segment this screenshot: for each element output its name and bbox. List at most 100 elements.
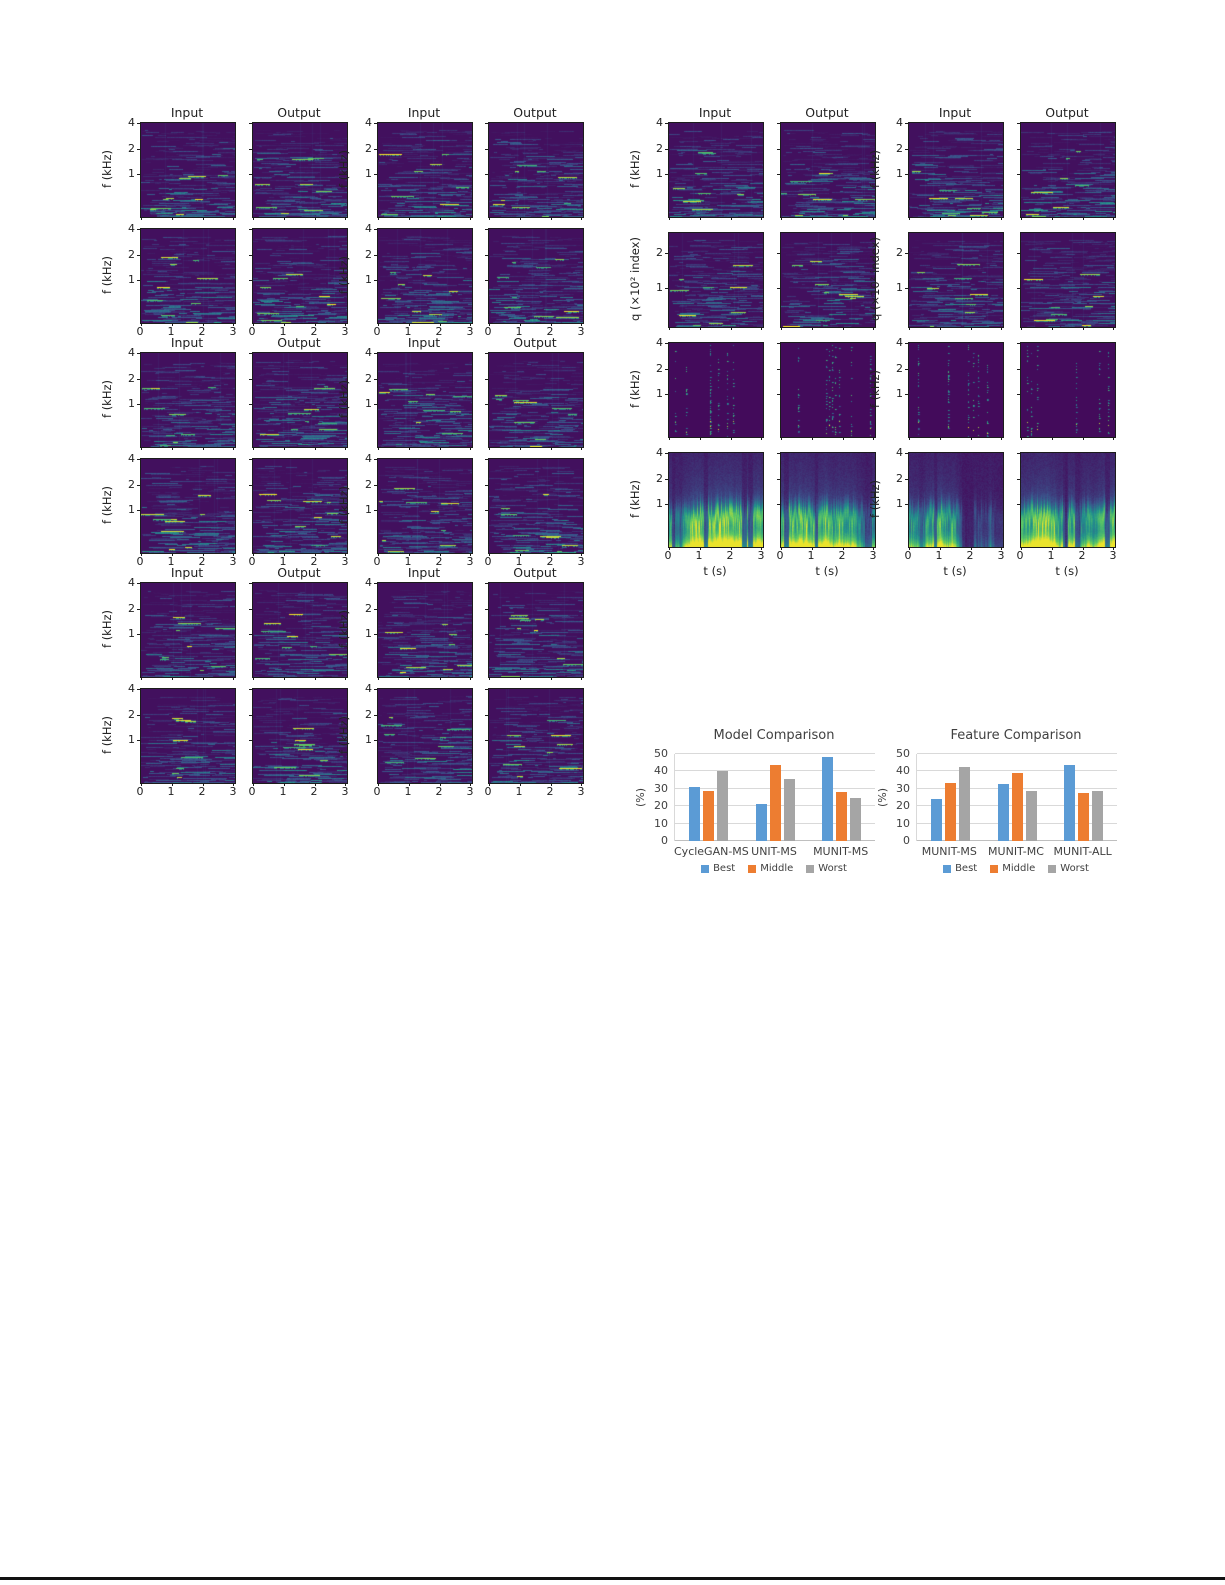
x-tick-label: 1 — [935, 549, 943, 562]
y-axis-label: q (×10² index) — [628, 237, 642, 321]
y-tick-label: 2 — [656, 142, 663, 156]
y-axis-label: f (kHz) — [868, 479, 882, 519]
x-tick-mark — [440, 447, 441, 450]
x-tick-label: 2 — [546, 785, 554, 798]
bar-middle-unit-ms — [769, 765, 781, 841]
y-tick-mark — [137, 485, 140, 487]
y-tick-label: 4 — [365, 116, 372, 129]
y-tick-label: 2 — [365, 602, 372, 616]
spectrogram-panel — [1017, 122, 1116, 220]
y-tick-label: 2 — [896, 142, 903, 156]
x-tick-mark — [971, 327, 972, 330]
y-tick-label: 4 — [896, 336, 903, 349]
x-tick-mark — [141, 677, 142, 680]
x-tick-label: 3 — [577, 785, 585, 798]
bar-middle-cyclegan-ms — [702, 790, 714, 841]
x-tick-mark — [284, 553, 285, 556]
chart-title: Model Comparison — [713, 728, 835, 743]
bar-best-munit-ms — [930, 799, 942, 841]
x-tick-mark — [284, 323, 285, 326]
spectrogram-panel — [485, 688, 584, 786]
y-tick-label: 2 — [365, 248, 372, 262]
y-axis-label: f (kHz) — [868, 149, 882, 189]
y-tick-label: 1 — [365, 397, 372, 411]
y-tick-label: 4 — [128, 576, 135, 589]
spectrogram-panel — [137, 688, 236, 786]
y-tick-mark — [665, 504, 668, 506]
y-tick-label: 1 — [896, 387, 903, 401]
spectrogram-panel — [249, 582, 348, 680]
bar-worst-munit-all — [1092, 790, 1104, 841]
chart-category-label: MUNIT-MC — [988, 845, 1044, 858]
x-tick-mark — [781, 437, 782, 440]
y-tick-mark — [485, 280, 488, 282]
y-tick-mark — [137, 404, 140, 406]
x-axis-label: t (s) — [1055, 564, 1079, 578]
chart-y-tick-label: 30 — [654, 781, 668, 795]
y-tick-mark — [665, 453, 668, 454]
y-tick-mark — [137, 715, 140, 717]
y-tick-mark — [374, 459, 377, 460]
spectrogram-canvas-streaks — [253, 459, 347, 553]
y-tick-mark — [665, 123, 668, 124]
y-tick-label: 2 — [128, 602, 135, 616]
x-tick-label: 3 — [341, 785, 349, 798]
bar-worst-cyclegan-ms — [716, 770, 728, 841]
x-tick-mark — [203, 323, 204, 326]
x-tick-mark — [551, 323, 552, 326]
chart-gridline — [917, 770, 1117, 772]
spectrogram-canvas-streaks — [1021, 123, 1115, 217]
x-tick-mark — [489, 447, 490, 450]
x-tick-mark — [1052, 547, 1053, 550]
spectrogram-panel — [1017, 452, 1116, 550]
chart-y-tick-label: 40 — [654, 764, 668, 778]
y-tick-mark — [374, 404, 377, 406]
x-tick-mark — [700, 217, 701, 220]
y-tick-label: 2 — [365, 478, 372, 492]
x-tick-mark — [551, 217, 552, 220]
y-axis-label-wrap: f (kHz) — [866, 342, 884, 436]
x-tick-mark — [1021, 217, 1022, 220]
spectrogram-canvas-streaks — [253, 583, 347, 677]
y-tick-mark — [485, 609, 488, 611]
y-tick-mark — [665, 343, 668, 344]
x-tick-mark — [253, 323, 254, 326]
bar-best-cyclegan-ms — [688, 787, 700, 841]
y-tick-mark — [249, 404, 252, 406]
spectrogram-panel — [665, 232, 764, 330]
x-tick-mark — [378, 447, 379, 450]
x-tick-mark — [315, 323, 316, 326]
x-tick-label: 0 — [248, 325, 256, 338]
x-tick-mark — [909, 327, 910, 330]
x-axis-label: t (s) — [943, 564, 967, 578]
x-tick-mark — [520, 447, 521, 450]
spectrogram-panel — [137, 228, 236, 326]
y-tick-label: 4 — [128, 116, 135, 129]
y-axis-label: f (kHz) — [337, 715, 351, 755]
y-tick-mark — [249, 715, 252, 717]
x-tick-label: 0 — [904, 549, 912, 562]
x-tick-mark — [940, 327, 941, 330]
x-tick-label: 2 — [546, 555, 554, 568]
y-tick-mark — [905, 123, 908, 124]
x-tick-mark — [1052, 327, 1053, 330]
x-tick-label: 0 — [484, 785, 492, 798]
x-tick-label: 2 — [198, 785, 206, 798]
y-tick-label: 1 — [896, 167, 903, 181]
y-axis-label: f (kHz) — [100, 609, 114, 649]
y-tick-mark — [485, 740, 488, 742]
bar-best-unit-ms — [755, 803, 767, 841]
x-tick-mark — [253, 217, 254, 220]
y-tick-label: 1 — [365, 167, 372, 181]
y-tick-mark — [905, 287, 908, 289]
spectrogram-canvas-streaks — [781, 123, 875, 217]
spectrogram-canvas-streaks — [489, 459, 583, 553]
chart-y-tick-label: 50 — [896, 747, 910, 760]
x-tick-mark — [551, 677, 552, 680]
spectrogram-canvas-streaks — [378, 689, 472, 783]
x-tick-mark — [581, 677, 582, 680]
x-tick-label: 1 — [515, 555, 523, 568]
x-tick-label: 3 — [229, 785, 237, 798]
spectrogram-canvas-onsets — [909, 343, 1003, 437]
x-tick-label: 0 — [248, 555, 256, 568]
